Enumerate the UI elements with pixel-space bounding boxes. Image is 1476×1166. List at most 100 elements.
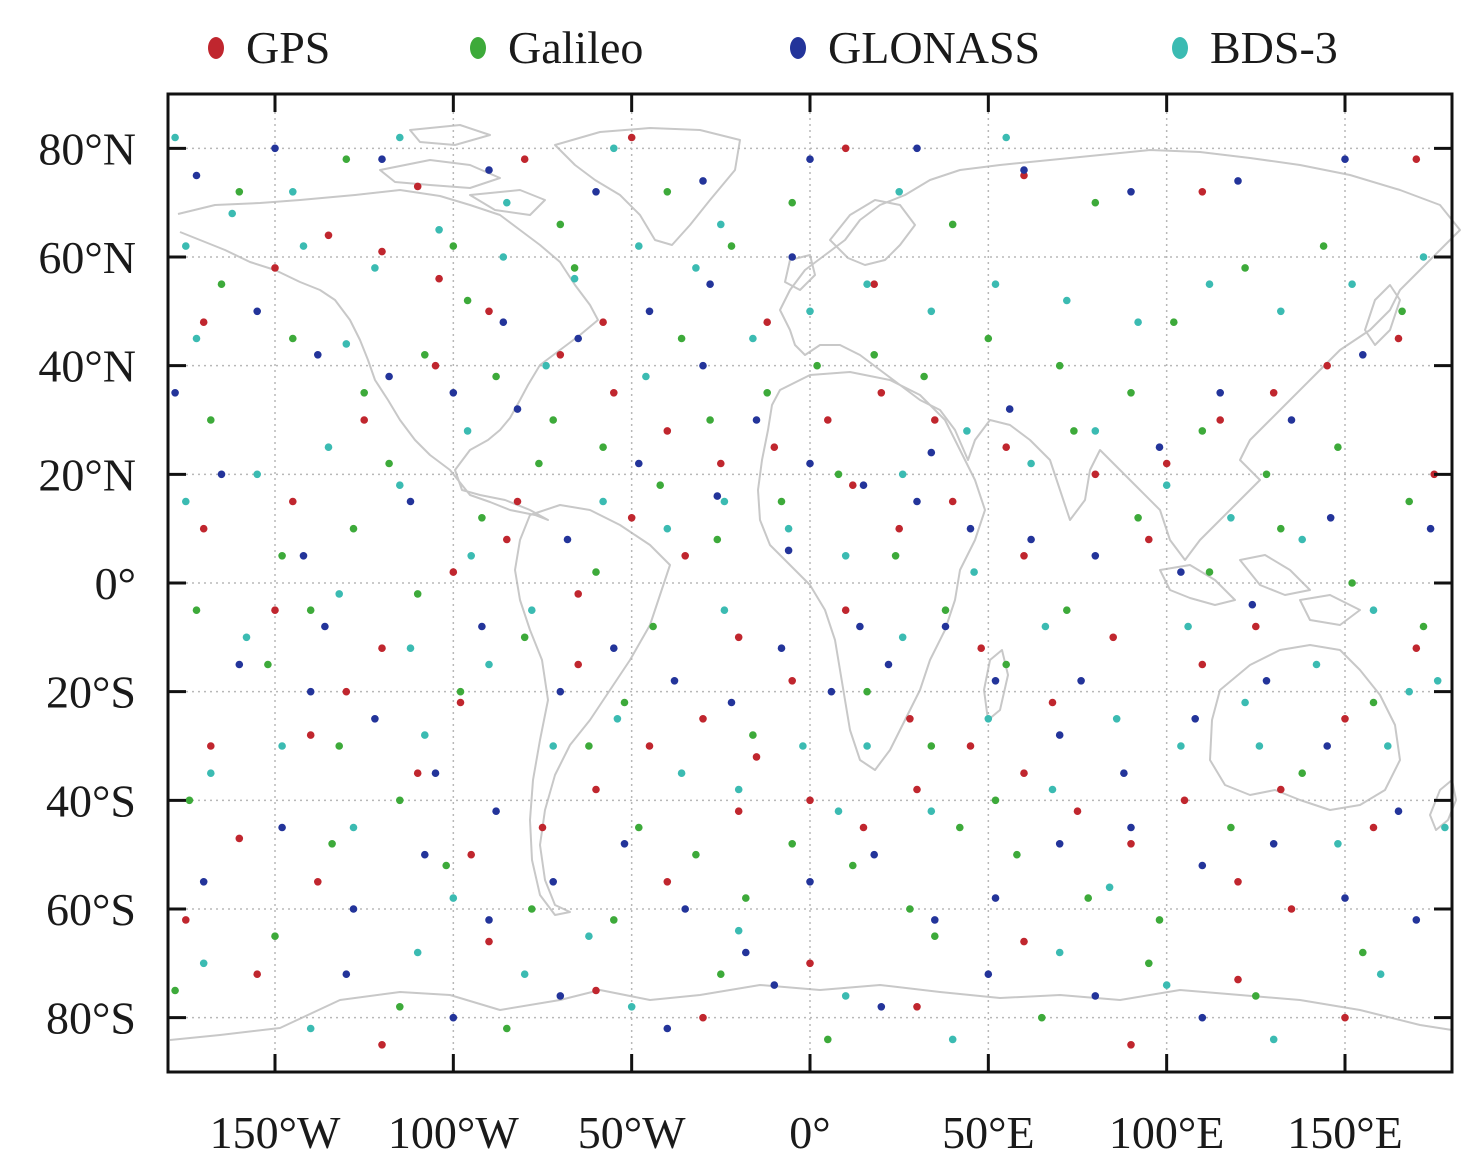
point-bds3 <box>1376 970 1385 978</box>
point-gps <box>734 807 743 815</box>
point-gps <box>859 823 868 832</box>
point-bds3 <box>613 715 622 723</box>
point-gps <box>520 155 529 163</box>
point-glonass <box>431 769 440 777</box>
point-bds3 <box>663 524 672 533</box>
point-galileo <box>207 416 215 424</box>
legend-dot-gps <box>208 37 224 59</box>
point-galileo <box>1038 1013 1046 1022</box>
point-galileo <box>396 796 404 805</box>
point-galileo <box>570 264 579 272</box>
point-galileo <box>271 932 279 940</box>
point-glonass <box>1091 552 1100 560</box>
point-bds3 <box>627 1003 636 1011</box>
point-gps <box>841 606 850 614</box>
point-bds3 <box>1441 823 1449 832</box>
point-galileo <box>1252 992 1260 1000</box>
point-bds3 <box>1063 296 1071 305</box>
point-bds3 <box>720 606 729 614</box>
point-glonass <box>727 698 736 707</box>
point-gps <box>574 660 582 669</box>
point-glonass <box>788 253 796 261</box>
point-bds3 <box>349 823 358 832</box>
point-gps <box>1020 937 1028 946</box>
point-glonass <box>913 497 921 506</box>
point-gps <box>413 182 422 191</box>
point-glonass <box>991 894 1000 902</box>
point-glonass <box>485 166 493 174</box>
point-bds3 <box>1312 660 1321 669</box>
coastline-greenland <box>554 127 741 246</box>
point-galileo <box>1145 959 1153 968</box>
point-bds3 <box>585 932 593 940</box>
point-galileo <box>948 220 957 229</box>
point-galileo <box>1002 660 1010 669</box>
point-bds3 <box>1433 677 1442 685</box>
point-bds3 <box>991 280 1000 289</box>
point-galileo <box>788 198 796 207</box>
point-bds3 <box>948 1035 957 1044</box>
point-galileo <box>1241 264 1249 272</box>
point-glonass <box>1005 405 1014 413</box>
point-gps <box>199 318 208 327</box>
point-gps <box>1198 660 1207 669</box>
point-glonass <box>556 992 565 1000</box>
point-bds3 <box>970 568 978 576</box>
point-bds3 <box>1369 606 1378 614</box>
point-galileo <box>777 497 786 506</box>
point-gps <box>663 878 672 886</box>
point-galileo <box>556 220 565 229</box>
point-glonass <box>699 177 707 185</box>
point-glonass <box>199 878 208 886</box>
point-galileo <box>1155 916 1164 924</box>
point-bds3 <box>898 470 907 479</box>
point-glonass <box>859 481 868 490</box>
point-gps <box>1269 389 1278 397</box>
point-galileo <box>1369 698 1378 707</box>
point-gps <box>1020 552 1028 560</box>
point-gps <box>906 715 914 723</box>
point-gps <box>752 753 761 761</box>
point-galileo <box>289 334 297 343</box>
point-glonass <box>806 878 814 886</box>
point-glonass <box>1412 916 1421 924</box>
point-glonass <box>645 307 654 316</box>
coastline-north-america <box>177 189 599 521</box>
point-glonass <box>991 677 1000 685</box>
legend-dot-bds3 <box>1172 37 1188 59</box>
point-glonass <box>478 622 486 631</box>
point-galileo <box>599 443 607 452</box>
point-gps <box>681 552 689 560</box>
point-gps <box>1198 188 1207 196</box>
point-galileo <box>1070 427 1078 435</box>
point-gps <box>1127 1041 1135 1049</box>
point-gps <box>485 937 493 946</box>
coastline-eurasia <box>779 149 1461 561</box>
point-gps <box>1162 459 1171 468</box>
coastline-antarctica <box>169 984 1453 1041</box>
point-glonass <box>314 351 322 359</box>
point-bds3 <box>599 497 607 506</box>
point-galileo <box>1084 894 1092 902</box>
point-galileo <box>635 823 643 832</box>
point-glonass <box>1323 742 1331 750</box>
point-glonass <box>1055 731 1064 739</box>
point-bds3 <box>342 340 351 348</box>
point-glonass <box>706 280 714 289</box>
point-bds3 <box>1027 459 1035 468</box>
point-glonass <box>499 318 508 327</box>
point-glonass <box>1269 840 1278 848</box>
point-bds3 <box>1177 742 1185 750</box>
point-galileo <box>1170 318 1178 327</box>
point-galileo <box>264 660 272 669</box>
point-glonass <box>1020 166 1028 174</box>
point-bds3 <box>1048 785 1057 794</box>
point-glonass <box>941 622 950 631</box>
legend-item-galileo: Galileo <box>470 18 643 78</box>
point-galileo <box>1055 361 1064 370</box>
point-galileo <box>749 731 757 739</box>
axis-tick-labels: 80°N 60°N 40°N 20°N 0° 20°S 40°S 60°S 80°S 150°W 1… <box>38 123 1402 1158</box>
point-glonass <box>777 644 786 652</box>
coastline-arctic-islands <box>379 124 546 216</box>
point-gps <box>378 644 386 652</box>
